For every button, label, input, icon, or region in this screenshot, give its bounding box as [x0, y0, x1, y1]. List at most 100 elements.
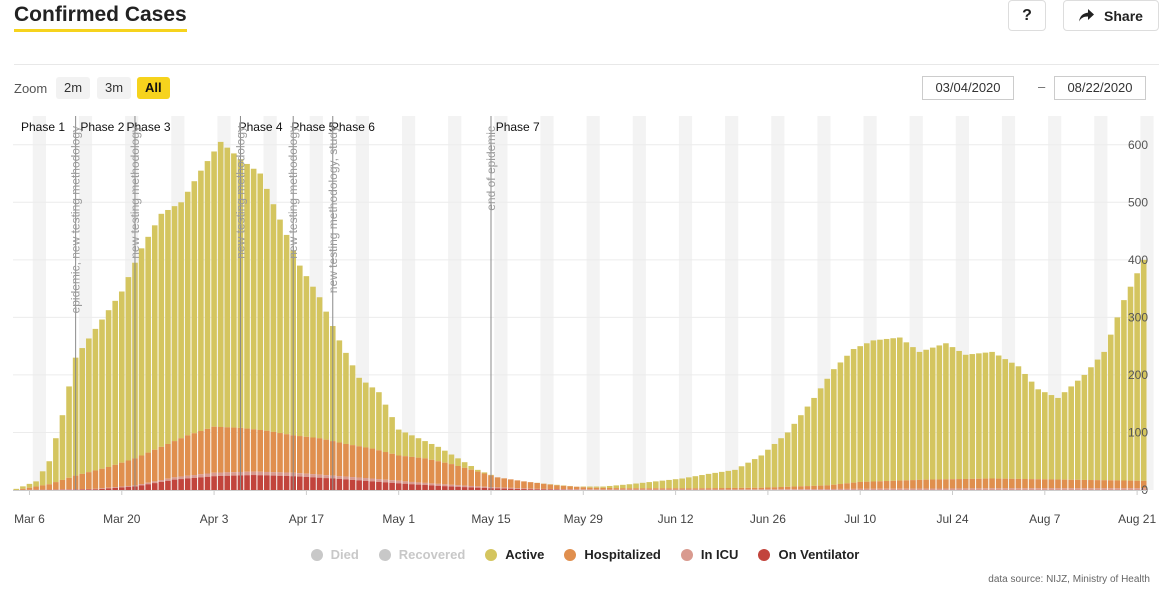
- bar-hospitalized[interactable]: [672, 488, 679, 490]
- bar-icu[interactable]: [125, 485, 132, 488]
- bar-active[interactable]: [811, 397, 817, 486]
- bar-hospitalized[interactable]: [666, 488, 672, 490]
- bar-active[interactable]: [949, 347, 956, 480]
- bar-active[interactable]: [422, 441, 428, 459]
- bar-hospitalized[interactable]: [751, 487, 758, 490]
- bar-hospitalized[interactable]: [59, 479, 66, 490]
- bar-icu[interactable]: [310, 474, 316, 478]
- bar-hospitalized[interactable]: [910, 480, 916, 489]
- bar-hospitalized[interactable]: [514, 480, 521, 489]
- bar-active[interactable]: [778, 438, 784, 488]
- bar-icu[interactable]: [732, 489, 738, 490]
- bar-icu[interactable]: [158, 480, 165, 482]
- bar-hospitalized[interactable]: [53, 482, 59, 490]
- bar-ventilator[interactable]: [204, 476, 211, 490]
- bar-hospitalized[interactable]: [33, 486, 39, 490]
- legend-died[interactable]: Died: [310, 547, 359, 562]
- bar-ventilator[interactable]: [257, 475, 264, 490]
- bar-hospitalized[interactable]: [395, 455, 402, 481]
- bar-icu[interactable]: [422, 482, 428, 486]
- bar-active[interactable]: [224, 147, 231, 428]
- bar-hospitalized[interactable]: [804, 486, 811, 490]
- bar-active[interactable]: [969, 354, 976, 479]
- bar-hospitalized[interactable]: [244, 428, 250, 472]
- bar-hospitalized[interactable]: [250, 429, 257, 472]
- bar-active[interactable]: [626, 484, 633, 489]
- bar-hospitalized[interactable]: [303, 436, 310, 474]
- bar-icu[interactable]: [323, 475, 329, 479]
- bar-hospitalized[interactable]: [857, 481, 863, 489]
- bar-icu[interactable]: [217, 472, 224, 476]
- bar-active[interactable]: [943, 343, 949, 480]
- bar-active[interactable]: [402, 432, 409, 457]
- bar-icu[interactable]: [1088, 488, 1094, 490]
- bar-icu[interactable]: [376, 479, 382, 482]
- bar-icu[interactable]: [672, 489, 679, 490]
- bar-icu[interactable]: [231, 472, 237, 476]
- bar-hospitalized[interactable]: [1028, 479, 1035, 489]
- bar-icu[interactable]: [112, 487, 118, 488]
- bar-hospitalized[interactable]: [791, 486, 798, 490]
- bar-icu[interactable]: [811, 489, 817, 490]
- bar-active[interactable]: [685, 477, 692, 489]
- bar-hospitalized[interactable]: [231, 427, 237, 473]
- bar-hospitalized[interactable]: [600, 487, 606, 490]
- bar-ventilator[interactable]: [277, 475, 283, 490]
- bar-active[interactable]: [448, 454, 455, 465]
- bar-hospitalized[interactable]: [837, 484, 844, 489]
- bar-hospitalized[interactable]: [540, 483, 547, 489]
- bar-hospitalized[interactable]: [1127, 480, 1134, 489]
- range-from-input[interactable]: 03/04/2020: [922, 76, 1014, 100]
- bar-hospitalized[interactable]: [151, 449, 158, 482]
- bar-hospitalized[interactable]: [442, 462, 448, 485]
- bar-active[interactable]: [962, 354, 969, 479]
- bar-active[interactable]: [105, 310, 112, 467]
- bar-active[interactable]: [989, 351, 995, 479]
- bar-hospitalized[interactable]: [481, 473, 488, 487]
- bar-hospitalized[interactable]: [105, 466, 112, 488]
- bar-hospitalized[interactable]: [507, 479, 514, 488]
- bar-ventilator[interactable]: [369, 481, 376, 490]
- bar-active[interactable]: [118, 291, 125, 463]
- legend-recovered[interactable]: Recovered: [378, 547, 465, 562]
- bar-hospitalized[interactable]: [587, 487, 593, 490]
- share-button[interactable]: Share: [1063, 0, 1159, 31]
- bar-hospitalized[interactable]: [718, 488, 725, 490]
- bar-hospitalized[interactable]: [428, 459, 435, 484]
- bar-ventilator[interactable]: [507, 488, 514, 490]
- bar-hospitalized[interactable]: [613, 488, 620, 490]
- bar-hospitalized[interactable]: [870, 481, 877, 489]
- bar-icu[interactable]: [956, 488, 962, 490]
- bar-active[interactable]: [191, 181, 198, 434]
- bar-hospitalized[interactable]: [989, 478, 995, 489]
- bar-ventilator[interactable]: [409, 484, 415, 490]
- bar-icu[interactable]: [428, 483, 435, 486]
- bar-hospitalized[interactable]: [356, 446, 362, 478]
- bar-hospitalized[interactable]: [165, 443, 171, 479]
- bar-hospitalized[interactable]: [382, 452, 389, 480]
- bar-icu[interactable]: [382, 479, 389, 483]
- bar-ventilator[interactable]: [118, 487, 125, 490]
- bar-icu[interactable]: [1009, 488, 1015, 490]
- bar-active[interactable]: [1009, 362, 1015, 479]
- bar-icu[interactable]: [178, 476, 184, 480]
- bar-ventilator[interactable]: [125, 487, 132, 490]
- bar-hospitalized[interactable]: [811, 485, 817, 490]
- bar-active[interactable]: [145, 236, 151, 453]
- bar-hospitalized[interactable]: [962, 478, 969, 489]
- bar-hospitalized[interactable]: [850, 482, 857, 489]
- bar-ventilator[interactable]: [138, 485, 145, 490]
- bar-icu[interactable]: [455, 485, 461, 487]
- bar-hospitalized[interactable]: [1009, 478, 1015, 489]
- bar-active[interactable]: [349, 365, 356, 446]
- bar-icu[interactable]: [646, 489, 653, 490]
- bar-ventilator[interactable]: [158, 481, 165, 490]
- bar-ventilator[interactable]: [415, 484, 422, 490]
- bar-hospitalized[interactable]: [824, 485, 831, 489]
- bar-active[interactable]: [580, 486, 587, 488]
- bar-icu[interactable]: [184, 475, 191, 479]
- bar-icu[interactable]: [92, 488, 99, 490]
- bar-active[interactable]: [771, 443, 778, 488]
- bar-icu[interactable]: [923, 488, 929, 490]
- bar-icu[interactable]: [626, 489, 633, 490]
